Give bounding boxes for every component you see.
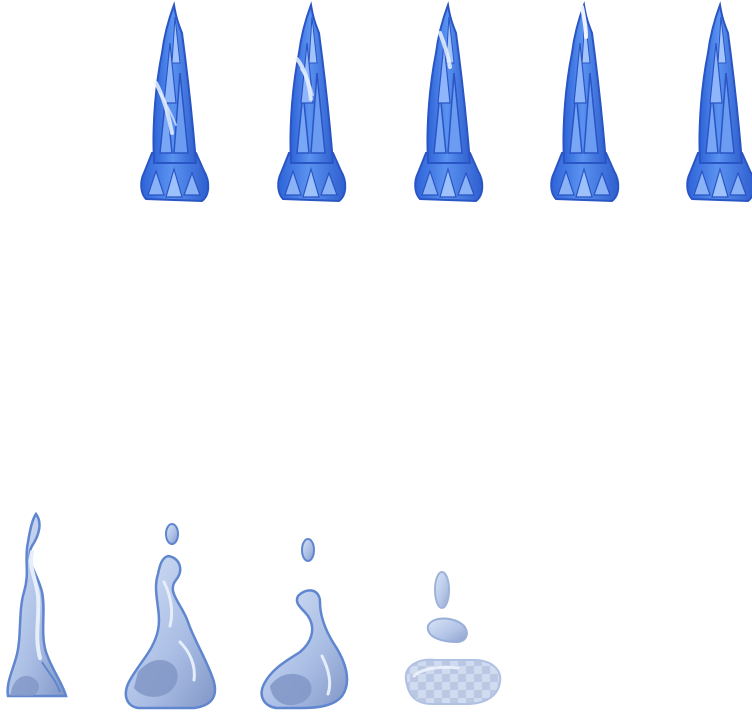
- melt-frame-2: [124, 522, 218, 712]
- ice-spire-frame-1: [138, 3, 210, 203]
- ice-spire-frame-3: [412, 3, 484, 203]
- ice-spire-frame-4: [548, 3, 620, 203]
- ice-spire-frame-2: [275, 3, 347, 203]
- water-puddle-icon: [404, 571, 502, 705]
- melt-frame-4: [402, 570, 504, 710]
- ice-spire-frame-5: [684, 3, 752, 203]
- melt-frame-1: [2, 511, 72, 702]
- ice-spire-icon: [277, 4, 347, 202]
- ice-spire-icon: [140, 4, 210, 202]
- ice-spire-icon: [414, 4, 484, 202]
- water-swirl-small-icon: [260, 538, 349, 710]
- melt-frame-3: [258, 536, 350, 714]
- water-plume-icon: [6, 511, 68, 698]
- ice-spire-icon: [550, 4, 620, 202]
- water-swirl-icon: [124, 523, 217, 710]
- ice-spire-icon: [686, 4, 752, 202]
